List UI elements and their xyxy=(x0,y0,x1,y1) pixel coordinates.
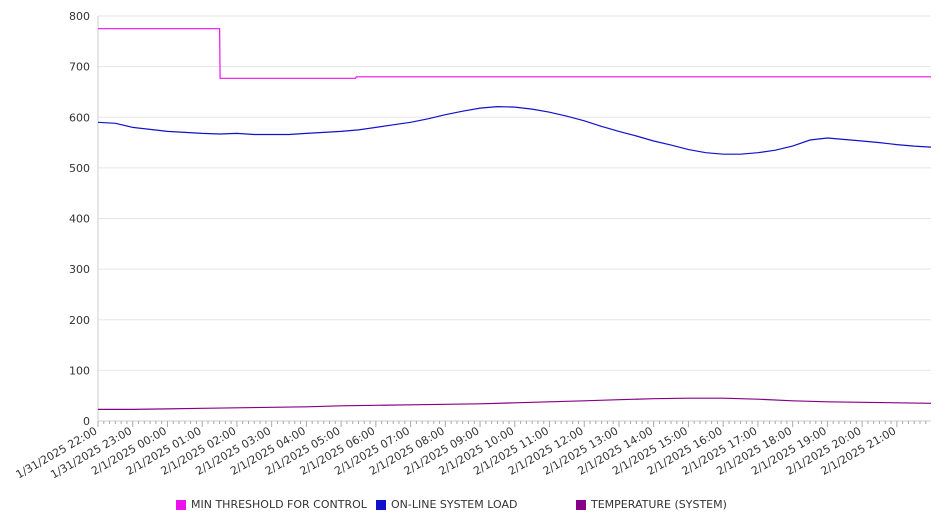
legend-label-system-load: ON-LINE SYSTEM LOAD xyxy=(391,498,518,511)
legend-item-system-load[interactable]: ON-LINE SYSTEM LOAD xyxy=(376,498,517,511)
series-lines xyxy=(97,28,932,410)
y-tick-label: 400 xyxy=(69,213,90,226)
y-tick-label: 800 xyxy=(69,10,90,23)
legend-item-temperature[interactable]: TEMPERATURE (SYSTEM) xyxy=(576,498,727,511)
y-tick-label: 700 xyxy=(69,61,90,74)
grid-lines xyxy=(98,15,931,422)
y-tick-label: 200 xyxy=(69,314,90,327)
y-tick-label: 500 xyxy=(69,162,90,175)
y-tick-labels: 0 100 200 300 400 500 600 700 800 xyxy=(69,10,90,428)
legend-label-temperature: TEMPERATURE (SYSTEM) xyxy=(591,498,727,511)
legend-label-min-threshold: MIN THRESHOLD FOR CONTROL xyxy=(191,498,367,511)
y-tick-label: 300 xyxy=(69,263,90,276)
y-tick-label: 0 xyxy=(83,415,90,428)
x-tick-labels: 1/31/2025 22:001/31/2025 23:002/1/2025 0… xyxy=(14,421,927,481)
legend-item-min-threshold[interactable]: MIN THRESHOLD FOR CONTROL xyxy=(176,498,367,511)
legend-swatch-temperature xyxy=(576,499,586,510)
y-tick-label: 100 xyxy=(69,364,90,377)
series-line-0 xyxy=(98,28,931,79)
series-line-2 xyxy=(98,397,932,410)
legend-swatch-system-load xyxy=(376,499,386,510)
y-tick-label: 600 xyxy=(69,111,90,124)
legend-swatch-min-threshold xyxy=(176,499,186,510)
legend: MIN THRESHOLD FOR CONTROL ON-LINE SYSTEM… xyxy=(0,498,946,514)
series-line-1 xyxy=(97,105,932,155)
